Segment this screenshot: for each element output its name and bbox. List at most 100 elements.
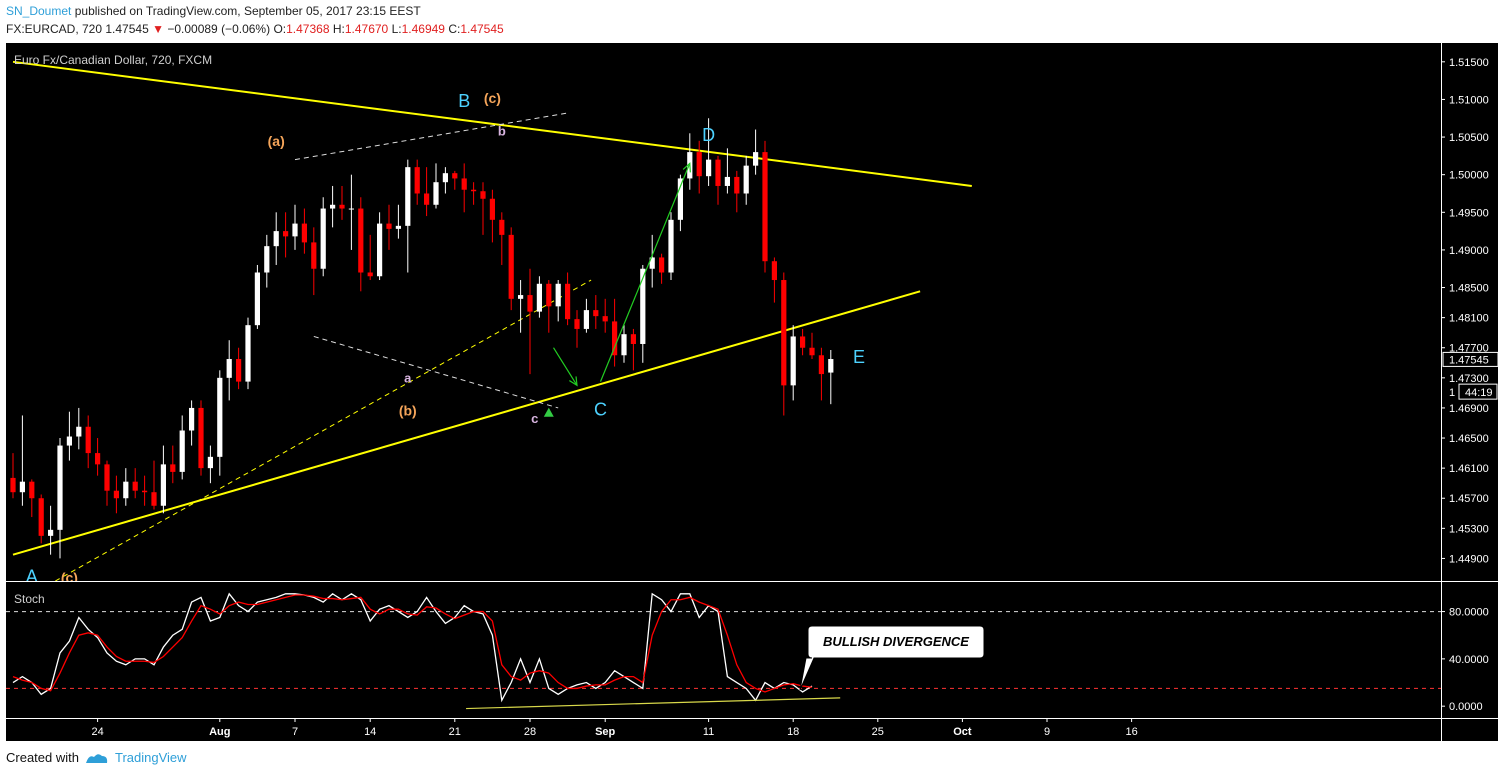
candle-body — [264, 246, 270, 273]
projection-arrow-line — [599, 163, 691, 382]
candle-body — [386, 223, 392, 229]
candle-body — [395, 225, 401, 229]
divergence-line — [466, 697, 841, 710]
wave-label: c — [531, 411, 538, 426]
candle-body — [414, 167, 420, 194]
candle-body — [48, 529, 54, 536]
candle-body — [198, 407, 204, 469]
y-tick-label: 1.51000 — [1449, 94, 1489, 106]
candle-body — [367, 272, 373, 277]
callout-bubble — [799, 625, 985, 691]
projection-arrow-line — [552, 347, 578, 386]
candle-body — [95, 453, 101, 465]
y-tick-label: 1.48100 — [1449, 313, 1489, 325]
wave-label: A — [26, 567, 38, 587]
low-value: 1.46949 — [401, 22, 445, 36]
candle-body — [724, 176, 730, 186]
down-arrow-icon: ▼ — [152, 22, 164, 36]
y-tick-label: 1.48500 — [1449, 283, 1489, 295]
wave-label: (b) — [399, 402, 417, 418]
candle-body — [207, 456, 213, 469]
candle-body — [489, 198, 495, 220]
tradingview-logo-icon — [85, 753, 108, 763]
candle-body — [518, 295, 524, 299]
candle-body — [480, 191, 486, 199]
candle-body — [753, 152, 759, 166]
x-tick-label: 14 — [364, 726, 376, 738]
trendline-lower-wedge — [313, 335, 559, 409]
candle-body — [113, 490, 119, 499]
open-value: 1.47368 — [286, 22, 330, 36]
y-tick-label: 1.47700 — [1449, 343, 1489, 355]
projection-arrow-head — [569, 376, 578, 387]
candle-body — [715, 159, 721, 186]
y-tick-label: 1.49000 — [1449, 245, 1489, 257]
candle-body — [442, 173, 448, 183]
x-tick-label: Aug — [209, 726, 230, 738]
candle-body — [649, 257, 655, 269]
trendline-channel — [55, 279, 592, 581]
candle-body — [546, 283, 552, 307]
x-tick-label: 25 — [872, 726, 884, 738]
x-tick-label: 11 — [703, 726, 714, 738]
candle-body — [358, 208, 364, 273]
candle-body — [818, 355, 824, 375]
countdown-label: 44:19 — [1465, 387, 1493, 399]
candle-body — [593, 310, 599, 317]
candle-body — [499, 219, 505, 235]
candle-body — [226, 359, 232, 378]
x-tick-label: Sep — [595, 726, 615, 738]
x-tick-label: 9 — [1044, 726, 1050, 738]
y-tick-label: 1.46500 — [1449, 433, 1489, 445]
candle-body — [320, 208, 326, 269]
candle-body — [677, 178, 683, 220]
candle-body — [424, 193, 430, 205]
candle-body — [433, 182, 439, 205]
candle-body — [19, 481, 25, 493]
created-with-label: Created with — [6, 750, 79, 765]
candle-body — [583, 310, 589, 329]
candle-body — [574, 319, 580, 329]
candle-body — [762, 152, 768, 262]
candle-body — [602, 316, 608, 322]
x-tick-label: 28 — [524, 726, 536, 738]
y-tick-label: 1.50500 — [1449, 132, 1489, 144]
stoch-y-tick-label: 80.0000 — [1449, 607, 1489, 619]
candle-body — [800, 336, 806, 348]
author-link[interactable]: SN_Doumet — [6, 4, 72, 18]
y-tick-label: 1.45700 — [1449, 493, 1489, 505]
candle-body — [254, 272, 260, 326]
wave-label: (c) — [484, 90, 501, 106]
wave-label: b — [498, 124, 506, 139]
footer: Created with TradingView — [6, 750, 187, 765]
candle-body — [706, 159, 712, 177]
candle-body — [123, 481, 129, 499]
candle-body — [743, 165, 749, 194]
y-tick-label: 1.51500 — [1449, 57, 1489, 69]
stoch-y-tick-label: 40.0000 — [1449, 654, 1489, 666]
price-pane[interactable]: A (c) (a) B (c) b a (b) c C D E Euro Fx/Canadian Dol… — [10, 53, 972, 587]
candle-body — [85, 426, 91, 454]
candle-body — [508, 234, 514, 299]
stoch-pane[interactable]: Stoch BULLISH DIVERGENCE — [6, 592, 1441, 710]
candle-body — [151, 492, 157, 506]
candle-body — [292, 223, 298, 237]
candle-body — [339, 204, 345, 209]
candle-body — [132, 481, 138, 491]
stoch-d-line — [12, 594, 813, 693]
last-price-label: 1.47545 — [1449, 354, 1489, 366]
candle-body — [668, 219, 674, 273]
wave-label: C — [594, 399, 607, 419]
candle-body — [527, 295, 533, 312]
candle-body — [612, 321, 618, 356]
candle-body — [659, 257, 665, 273]
last-price-box — [1442, 351, 1499, 367]
candle-body — [555, 283, 561, 307]
publish-line: SN_Doumet published on TradingView.com, … — [6, 4, 421, 18]
candle-body — [142, 490, 148, 493]
candle-body — [828, 359, 834, 373]
y-tick-label: 1.49500 — [1449, 207, 1489, 219]
stoch-y-tick-label: 0.0000 — [1449, 701, 1483, 713]
brand-link[interactable]: TradingView — [114, 750, 187, 765]
